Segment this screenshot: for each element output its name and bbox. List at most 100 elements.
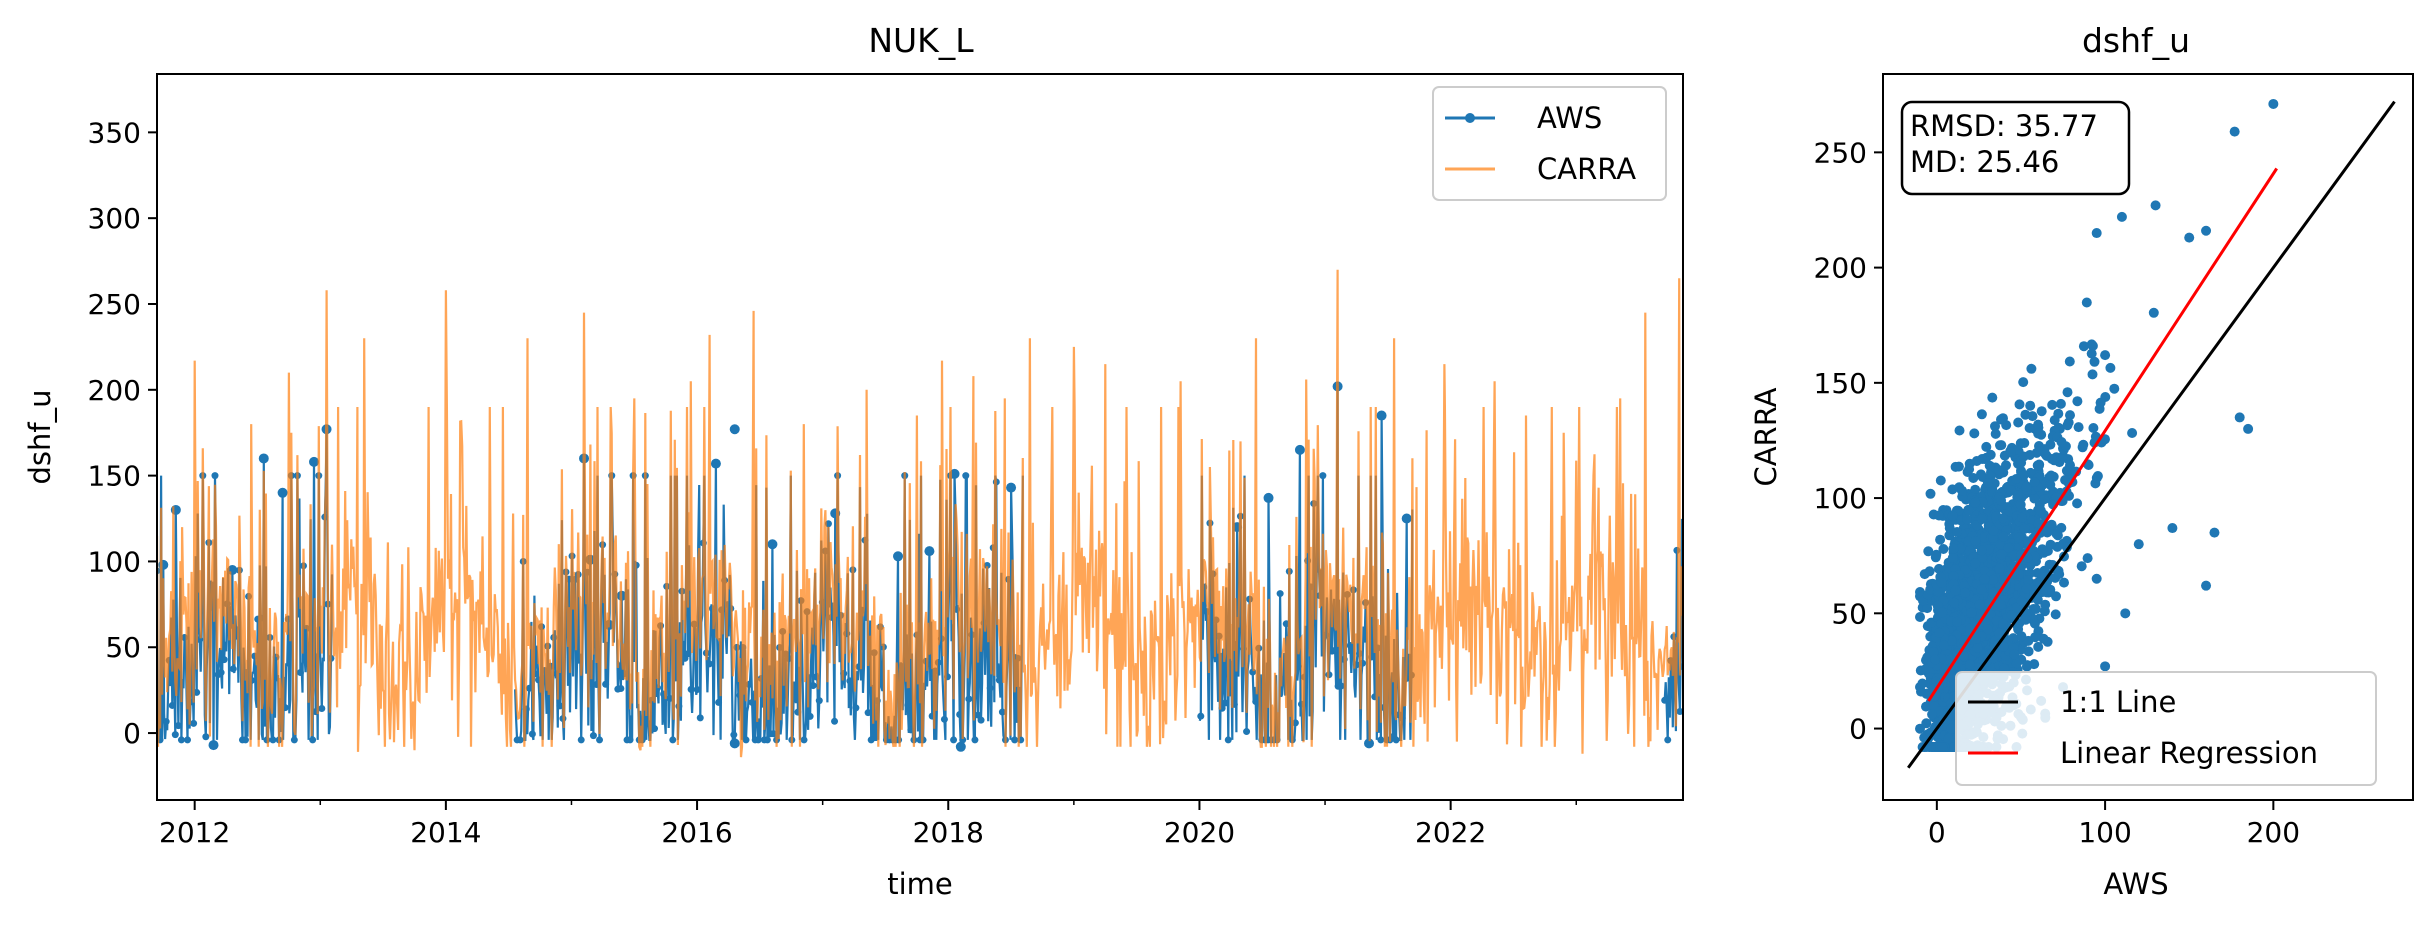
aws-point — [806, 712, 814, 720]
aws-point — [211, 472, 219, 480]
scatter-point — [1988, 532, 1998, 543]
scatter-point — [2021, 583, 2032, 594]
scatter-point — [2081, 297, 2092, 308]
scatter-point — [1970, 558, 1981, 569]
scatter-point — [2020, 614, 2031, 625]
scatter-point — [1968, 473, 1979, 483]
aws-point — [705, 660, 713, 668]
aws-point — [1664, 736, 1672, 744]
aws-point — [290, 736, 298, 744]
scatter-point — [2046, 519, 2057, 530]
scatter-point — [2040, 599, 2051, 610]
x-tick-label: 0 — [1928, 816, 1946, 849]
scatter-point — [2025, 560, 2036, 571]
aws-point — [864, 709, 872, 717]
aws-peak-marker — [893, 551, 904, 562]
scatter-point — [2201, 580, 2212, 591]
scatter-panel: dshf_u 0 50 100 150 200 250 0 100 200 AWS CARRA… — [1749, 21, 2414, 901]
one-to-one-line — [1907, 100, 2396, 769]
carra-series-line — [157, 269, 1683, 758]
scatter-point — [1994, 563, 2005, 574]
legend-one-to-one-label: 1:1 Line — [2060, 685, 2176, 719]
scatter-point — [2019, 523, 2030, 534]
aws-point — [242, 736, 250, 744]
scatter-point — [1928, 646, 1939, 657]
aws-point — [1243, 728, 1251, 736]
scatter-point — [1935, 534, 1946, 545]
aws-point — [809, 682, 817, 690]
scatter-point — [2133, 539, 2144, 550]
aws-point — [1294, 662, 1302, 670]
scatter-point — [2056, 437, 2067, 447]
aws-point — [1377, 736, 1385, 744]
aws-point — [1676, 708, 1683, 716]
aws-point — [748, 698, 756, 706]
scatter-point — [2024, 423, 2035, 433]
scatter-legend-box — [1955, 671, 2377, 786]
scatter-point — [1970, 484, 1981, 495]
scatter-point — [2087, 369, 2098, 380]
aws-point — [684, 650, 692, 658]
scatter-point — [2011, 474, 2022, 484]
aws-point — [867, 736, 875, 744]
scatter-point — [1917, 678, 1928, 689]
scatter-point — [1934, 627, 1945, 638]
scatter-point — [2047, 399, 2058, 410]
scatter-point — [1965, 659, 1975, 670]
scatter-point — [1984, 460, 1995, 471]
timeseries-legend-box — [1432, 86, 1667, 201]
scatter-point — [1948, 543, 1959, 554]
scatter-point — [2036, 406, 2047, 417]
scatter-point — [1988, 574, 1998, 585]
scatter-point — [2116, 211, 2127, 222]
scatter-point — [1953, 461, 1964, 472]
scatter-point — [1937, 742, 1948, 752]
scatter-point — [2150, 200, 2161, 211]
scatter-point — [2026, 363, 2037, 374]
scatter-point — [1996, 440, 2007, 451]
scatter-point — [2072, 498, 2083, 509]
scatter-point — [1976, 584, 1987, 595]
aws-point — [318, 705, 326, 713]
scatter-point — [1946, 723, 1957, 734]
scatter-point — [2229, 126, 2240, 137]
legend-carra-label: CARRA — [1537, 152, 1636, 186]
aws-point — [1276, 590, 1284, 598]
aws-point — [202, 733, 210, 741]
scatter-point — [2042, 527, 2053, 538]
scatter-point — [2014, 399, 2025, 410]
scatter-plot-area — [1907, 98, 2396, 769]
aws-point — [1365, 739, 1373, 747]
scatter-point — [1981, 441, 1992, 452]
scatter-point — [1947, 510, 1958, 521]
scatter-point — [2019, 438, 2030, 448]
aws-point — [846, 677, 854, 685]
aws-peak-marker — [729, 424, 740, 435]
scatter-point — [2184, 232, 2195, 243]
scatter-point — [1982, 478, 1993, 488]
scatter-point — [2167, 523, 2178, 534]
legend-regression-label: Linear Regression — [2060, 736, 2318, 770]
scatter-point — [1970, 497, 1981, 508]
scatter-point — [2086, 348, 2097, 359]
aws-point — [260, 454, 268, 462]
aws-point — [220, 656, 228, 664]
scatter-point — [1937, 607, 1948, 618]
aws-point — [190, 719, 198, 727]
scatter-point — [1934, 510, 1944, 521]
aws-point — [904, 701, 912, 709]
aws-point — [977, 716, 985, 724]
aws-point — [925, 547, 933, 555]
x-tick-label: 2022 — [1415, 816, 1486, 849]
scatter-point — [1931, 549, 1942, 560]
scatter-point — [2078, 439, 2089, 450]
scatter-point — [2091, 228, 2102, 239]
scatter-point — [2201, 225, 2212, 236]
scatter-point — [1970, 535, 1981, 546]
scatter-point — [1976, 409, 1987, 420]
scatter-point — [2015, 499, 2026, 510]
scatter-point — [2209, 527, 2220, 538]
aws-point — [959, 736, 967, 744]
scatter-point — [2064, 356, 2075, 367]
scatter-point — [1947, 553, 1958, 563]
